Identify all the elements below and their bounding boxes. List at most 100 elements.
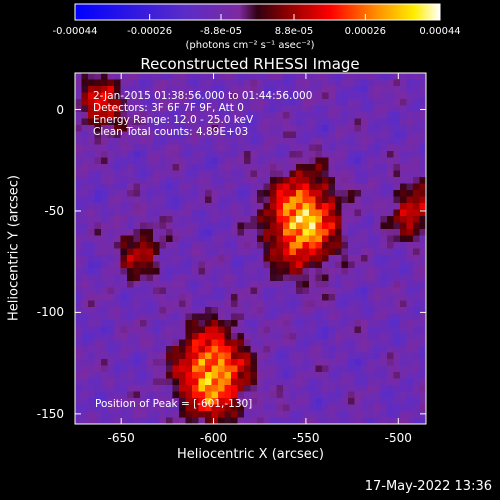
heatmap-cell <box>270 203 277 210</box>
heatmap-cell <box>374 73 381 80</box>
heatmap-cell <box>406 235 414 243</box>
heatmap-cell <box>81 326 89 334</box>
heatmap-cell <box>322 203 329 210</box>
heatmap-cell <box>192 248 199 256</box>
heatmap-cell <box>153 73 160 80</box>
heatmap-cell <box>218 346 225 353</box>
heatmap-cell <box>302 391 310 399</box>
heatmap-cell <box>107 190 115 197</box>
heatmap-cell <box>406 320 414 327</box>
heatmap-cell <box>244 79 251 87</box>
heatmap-cell <box>231 105 238 113</box>
heatmap-cell <box>231 177 238 184</box>
heatmap-cell <box>146 164 154 171</box>
heatmap-cell <box>114 138 121 145</box>
heatmap-cell <box>140 287 147 295</box>
heatmap-cell <box>120 183 128 191</box>
heatmap-cell <box>335 92 342 100</box>
heatmap-cell <box>361 203 368 210</box>
heatmap-cell <box>296 196 303 204</box>
heatmap-cell <box>367 352 375 360</box>
heatmap-cell <box>185 378 193 386</box>
heatmap-cell <box>289 105 297 113</box>
heatmap-cell <box>315 320 323 327</box>
heatmap-cell <box>380 125 388 132</box>
heatmap-cell <box>127 326 134 334</box>
heatmap-cell <box>192 105 199 113</box>
heatmap-cell <box>192 359 199 366</box>
heatmap-cell <box>94 287 102 295</box>
heatmap-cell <box>257 157 264 165</box>
heatmap-cell <box>341 73 349 80</box>
heatmap-cell <box>315 118 323 126</box>
heatmap-cell <box>289 242 297 249</box>
heatmap-cell <box>335 248 342 256</box>
heatmap-cell <box>146 86 154 93</box>
heatmap-cell <box>166 352 173 360</box>
heatmap-cell <box>88 268 95 275</box>
heatmap-cell <box>146 151 154 158</box>
heatmap-cell <box>237 398 245 405</box>
heatmap-cell <box>413 151 420 158</box>
heatmap-cell <box>133 190 141 197</box>
heatmap-cell <box>413 248 420 256</box>
heatmap-cell <box>218 209 225 217</box>
heatmap-cell <box>374 372 381 379</box>
heatmap-cell <box>348 183 355 191</box>
heatmap-cell <box>406 261 414 269</box>
heatmap-cell <box>380 326 388 334</box>
heatmap-cell <box>289 294 297 301</box>
heatmap-cell <box>153 378 160 386</box>
heatmap-cell <box>315 190 323 197</box>
heatmap-cell <box>283 112 290 119</box>
heatmap-cell <box>211 112 219 119</box>
heatmap-cell <box>276 417 284 425</box>
heatmap-cell <box>231 164 238 171</box>
heatmap-cell <box>231 313 238 321</box>
heatmap-cell <box>328 118 336 126</box>
heatmap-cell <box>341 248 349 256</box>
heatmap-cell <box>140 183 147 191</box>
heatmap-cell <box>302 281 310 288</box>
heatmap-cell <box>237 235 245 243</box>
heatmap-cell <box>224 346 232 353</box>
heatmap-cell <box>419 92 427 100</box>
heatmap-cell <box>374 92 381 100</box>
heatmap-cell <box>328 398 336 405</box>
heatmap-cell <box>302 151 310 158</box>
heatmap-cell <box>406 196 414 204</box>
heatmap-cell <box>205 372 212 379</box>
heatmap-cell <box>185 268 193 275</box>
heatmap-cell <box>218 177 225 184</box>
heatmap-cell <box>101 378 108 386</box>
heatmap-cell <box>211 385 219 392</box>
heatmap-cell <box>75 99 82 106</box>
heatmap-cell <box>263 183 271 191</box>
heatmap-cell <box>205 385 212 392</box>
heatmap-cell <box>88 359 95 366</box>
heatmap-cell <box>140 79 147 87</box>
heatmap-cell <box>127 320 134 327</box>
heatmap-cell <box>263 229 271 236</box>
heatmap-cell <box>133 333 141 340</box>
heatmap-cell <box>348 190 355 197</box>
heatmap-cell <box>374 274 381 282</box>
heatmap-cell <box>237 92 245 100</box>
heatmap-cell <box>419 138 427 145</box>
heatmap-cell <box>120 320 128 327</box>
heatmap-cell <box>211 242 219 249</box>
heatmap-cell <box>218 86 225 93</box>
heatmap-cell <box>172 196 180 204</box>
heatmap-cell <box>159 339 167 347</box>
heatmap-cell <box>309 372 316 379</box>
heatmap-cell <box>166 183 173 191</box>
heatmap-cell <box>354 235 362 243</box>
heatmap-cell <box>309 79 316 87</box>
heatmap-cell <box>257 359 264 366</box>
heatmap-cell <box>400 404 407 412</box>
heatmap-cell <box>380 131 388 139</box>
heatmap-cell <box>75 274 82 282</box>
heatmap-cell <box>198 372 206 379</box>
heatmap-cell <box>348 417 355 425</box>
heatmap-cell <box>419 229 427 236</box>
